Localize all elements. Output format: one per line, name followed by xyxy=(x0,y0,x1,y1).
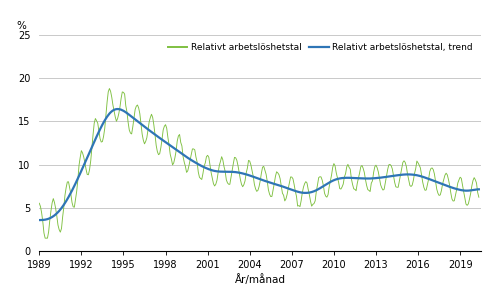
X-axis label: År/månad: År/månad xyxy=(235,274,286,285)
Legend: Relativt arbetslöshetstal, Relativt arbetslöshetstal, trend: Relativt arbetslöshetstal, Relativt arbe… xyxy=(164,39,477,56)
Y-axis label: %: % xyxy=(17,21,27,31)
